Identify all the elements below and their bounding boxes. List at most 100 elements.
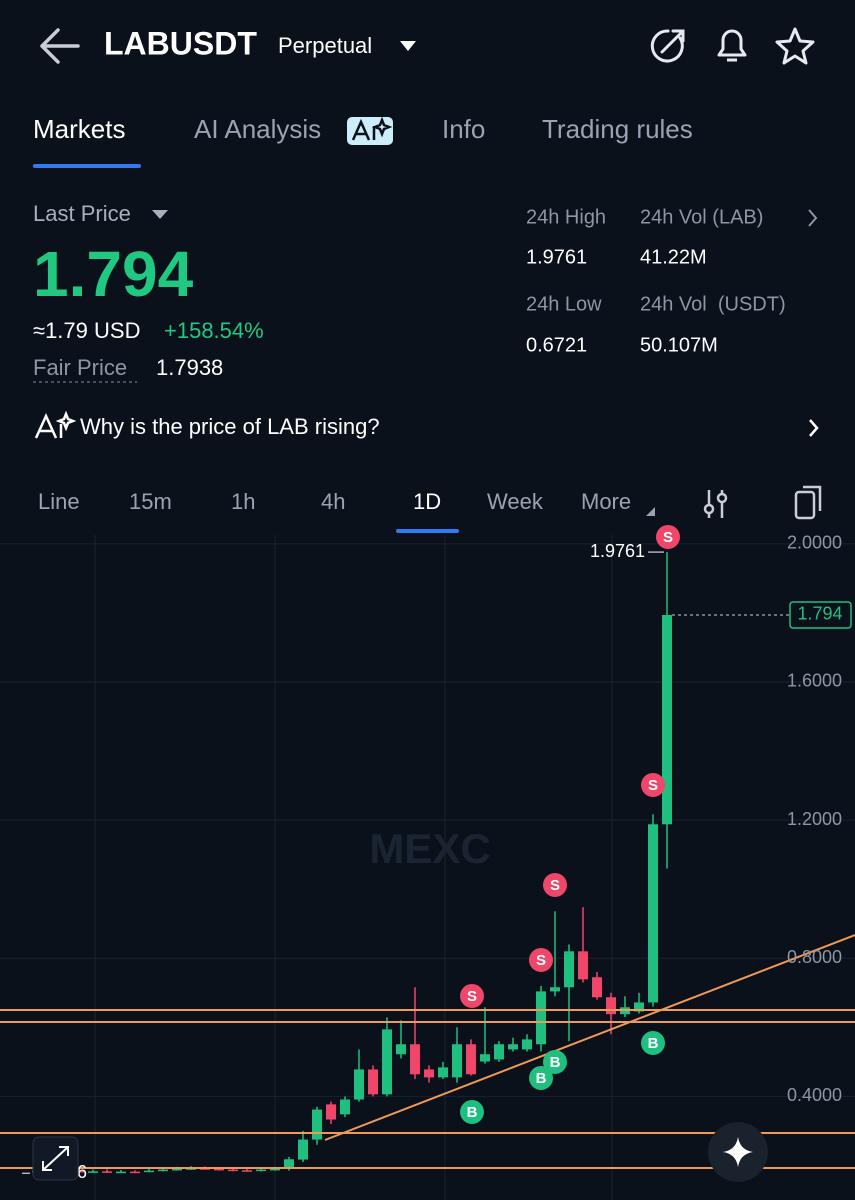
signal-label: S bbox=[467, 988, 477, 1005]
signal-marker bbox=[543, 1050, 567, 1074]
sparkle-icon bbox=[723, 1137, 753, 1167]
candle-body bbox=[648, 824, 658, 1003]
candle-body bbox=[508, 1044, 518, 1050]
signal-marker bbox=[543, 873, 567, 897]
symbol: LABUSDT bbox=[104, 25, 257, 61]
contract-type[interactable]: Perpetual bbox=[278, 33, 372, 58]
candle-body bbox=[592, 977, 602, 998]
high-label: 1.9761 bbox=[590, 541, 645, 561]
candle-body bbox=[424, 1069, 434, 1078]
active-tab-indicator bbox=[33, 164, 141, 168]
candle-body bbox=[522, 1039, 532, 1050]
dropdown-arrow[interactable] bbox=[400, 41, 416, 51]
y-tick-label: 2.0000 bbox=[787, 533, 842, 553]
interval[interactable]: More bbox=[581, 489, 631, 514]
layout-button[interactable] bbox=[794, 485, 822, 520]
candle-body bbox=[88, 1171, 98, 1173]
candle-body bbox=[438, 1067, 448, 1078]
indicator-settings[interactable] bbox=[703, 490, 728, 518]
candle-body bbox=[116, 1171, 126, 1174]
ai-question[interactable]: Why is the price of LAB rising? bbox=[80, 414, 380, 439]
signal-marker bbox=[529, 948, 553, 972]
signal-marker bbox=[641, 1031, 665, 1055]
interval[interactable]: Week bbox=[487, 489, 544, 514]
stat-value: 50.107M bbox=[640, 334, 718, 356]
signal-label: S bbox=[550, 877, 560, 894]
share-button[interactable] bbox=[650, 29, 685, 63]
more-arrow[interactable] bbox=[646, 507, 655, 516]
candle-body bbox=[130, 1171, 140, 1174]
candle-body bbox=[298, 1139, 308, 1160]
interval[interactable]: 1h bbox=[231, 489, 255, 514]
candle-body bbox=[368, 1069, 378, 1095]
stat-label: 24h High bbox=[526, 206, 606, 228]
signal-marker bbox=[460, 1100, 484, 1124]
stat-value: 41.22M bbox=[640, 246, 707, 268]
candle-body bbox=[480, 1054, 490, 1062]
signal-marker bbox=[641, 773, 665, 797]
candle-body bbox=[214, 1168, 224, 1171]
chart-grid bbox=[94, 535, 613, 1200]
candle-body bbox=[270, 1168, 280, 1171]
fair-price-label: Fair Price bbox=[33, 355, 127, 380]
candle-body bbox=[354, 1069, 364, 1100]
interval[interactable]: Line bbox=[38, 489, 80, 514]
chevron[interactable] bbox=[808, 209, 818, 227]
candle-body bbox=[494, 1044, 504, 1060]
signal-marker bbox=[460, 984, 484, 1008]
candle-body bbox=[256, 1169, 266, 1172]
candle-body bbox=[172, 1168, 182, 1171]
y-tick-label: 0.8000 bbox=[787, 947, 842, 967]
interval[interactable]: 15m bbox=[129, 489, 172, 514]
tab[interactable]: Markets bbox=[33, 114, 125, 144]
y-tick-label: 1.2000 bbox=[787, 809, 842, 829]
candle-body bbox=[340, 1099, 350, 1115]
signal-label: S bbox=[536, 952, 546, 969]
signal-label: B bbox=[648, 1035, 659, 1052]
back-button[interactable] bbox=[40, 28, 80, 64]
dropdown-arrow[interactable] bbox=[152, 210, 168, 219]
ai-badge bbox=[347, 117, 393, 145]
y-tick-label: 1.6000 bbox=[787, 671, 842, 691]
candle-body bbox=[578, 951, 588, 980]
candlestick-chart: MEXC bbox=[0, 543, 855, 1174]
tab[interactable]: AI Analysis bbox=[194, 114, 321, 144]
price-change: +158.54% bbox=[164, 318, 264, 343]
chart-overlay: 2.00001.60001.20000.80000.40001.97610.17… bbox=[22, 525, 852, 1182]
candle-body bbox=[410, 1044, 420, 1075]
candle-body bbox=[228, 1169, 238, 1172]
ai-icon bbox=[351, 116, 393, 141]
signal-marker bbox=[656, 525, 680, 549]
y-tick-label: 0.4000 bbox=[787, 1085, 842, 1105]
signal-label: S bbox=[648, 777, 658, 794]
interval[interactable]: 1D bbox=[413, 489, 441, 514]
last-price: 1.794 bbox=[33, 238, 194, 310]
active-interval-indicator bbox=[396, 529, 459, 533]
candle-body bbox=[144, 1170, 154, 1173]
candle-body bbox=[606, 997, 616, 1015]
signal-label: B bbox=[550, 1054, 561, 1071]
stat-label: 24h Low bbox=[526, 293, 602, 315]
chevron[interactable] bbox=[809, 419, 819, 437]
favorite-button[interactable] bbox=[775, 27, 815, 65]
signal-label: B bbox=[536, 1070, 547, 1087]
candle-body bbox=[396, 1044, 406, 1055]
candle-body bbox=[634, 1002, 644, 1012]
candle-body bbox=[550, 987, 560, 992]
tab[interactable]: Trading rules bbox=[542, 114, 693, 144]
tab[interactable]: Info bbox=[442, 114, 485, 144]
candle-body bbox=[382, 1029, 392, 1095]
candle-body bbox=[284, 1159, 294, 1169]
fullscreen-icon bbox=[42, 1146, 69, 1171]
watermark: MEXC bbox=[369, 825, 490, 872]
ai-icon bbox=[34, 410, 77, 439]
usd-price: ≈1.79 USD bbox=[33, 318, 140, 343]
interval[interactable]: 4h bbox=[321, 489, 345, 514]
candle-body bbox=[536, 991, 546, 1045]
candle-body bbox=[102, 1171, 112, 1173]
candle-body bbox=[662, 614, 672, 825]
alert-button[interactable] bbox=[717, 29, 747, 62]
candle-body bbox=[242, 1170, 252, 1172]
stat-label: 24h Vol (LAB) bbox=[640, 206, 763, 228]
